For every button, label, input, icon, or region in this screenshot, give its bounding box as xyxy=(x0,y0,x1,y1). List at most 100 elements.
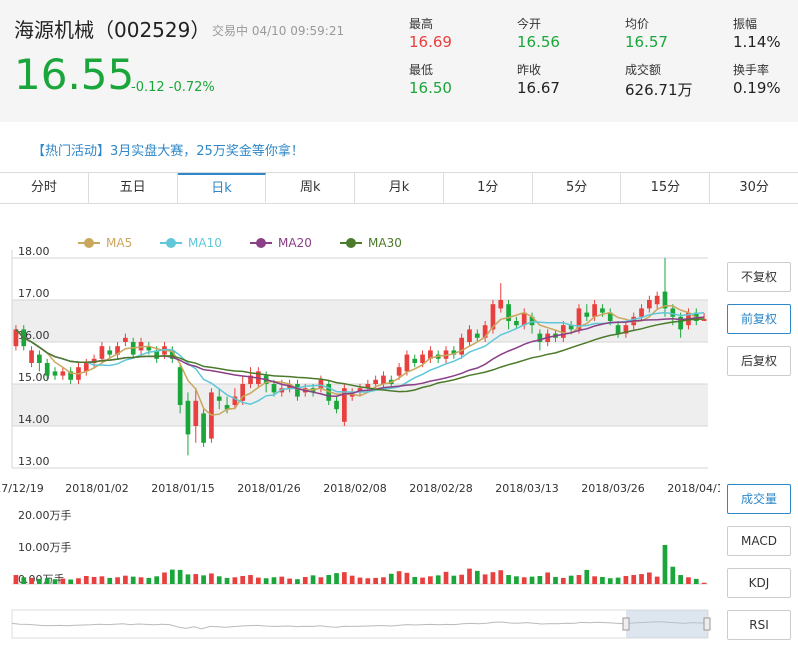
stat-item: 振幅 1.14% xyxy=(733,15,781,51)
volume-bar xyxy=(240,576,246,584)
stat-item: 换手率 0.19% xyxy=(733,61,781,97)
candle-body xyxy=(482,325,488,338)
volume-bar xyxy=(521,577,527,584)
volume-bar xyxy=(99,576,105,584)
x-tick-label: 2017/12/19 xyxy=(0,482,44,495)
volume-bar xyxy=(318,577,324,584)
candle-body xyxy=(521,312,527,326)
y-tick-label: 18.00 xyxy=(18,245,50,258)
candle-body xyxy=(44,363,50,376)
tab-8[interactable]: 30分 xyxy=(739,180,769,195)
indicator-button-2[interactable]: KDJ xyxy=(727,568,791,598)
volume-bar xyxy=(428,576,433,584)
volume-bar xyxy=(326,575,332,584)
candle-body xyxy=(146,346,152,351)
tab-7[interactable]: 15分 xyxy=(621,173,711,203)
candle-body xyxy=(37,354,42,363)
candle-body xyxy=(396,367,402,376)
adjust-button-0[interactable]: 不复权 xyxy=(727,262,791,292)
candle-body xyxy=(373,379,378,384)
volume-bar xyxy=(545,572,551,584)
volume-bar xyxy=(686,577,691,584)
candle-body xyxy=(615,325,621,334)
x-tick-label: 2018/03/13 xyxy=(495,482,558,495)
volume-bar xyxy=(404,572,410,584)
volume-bar xyxy=(263,578,269,584)
volume-bar xyxy=(342,572,347,584)
candle-body xyxy=(459,337,465,355)
grid-band xyxy=(12,300,708,342)
chart-period-tabs: 分时 五日 日k 周k 月k 1分 5分 15分 30分 xyxy=(0,172,798,204)
volume-bar xyxy=(146,577,152,584)
candle-body xyxy=(185,400,191,435)
stat-item: 最高 16.69 xyxy=(409,15,452,51)
tab-5[interactable]: 1分 xyxy=(444,173,533,203)
volume-bar xyxy=(185,574,191,584)
y-tick-label: 14.00 xyxy=(18,413,50,426)
candle-body xyxy=(506,304,511,321)
stat-value: 16.67 xyxy=(517,79,560,97)
volume-bar xyxy=(537,576,543,584)
legend-marker xyxy=(166,238,176,248)
ma30-line xyxy=(15,318,705,393)
candle-body xyxy=(623,325,629,334)
volume-bar xyxy=(279,576,285,584)
volume-bar xyxy=(216,576,222,584)
volume-bar xyxy=(13,575,19,584)
candle-body xyxy=(451,350,457,355)
adjust-button-2[interactable]: 后复权 xyxy=(727,346,791,376)
indicator-button-0[interactable]: 成交量 xyxy=(727,484,791,514)
volume-bar xyxy=(576,575,582,584)
candle-body xyxy=(443,350,449,359)
volume-bar xyxy=(412,576,418,584)
volume-bar xyxy=(209,573,214,584)
volume-tick-label: 10.00万手 xyxy=(18,540,72,554)
candle-body xyxy=(404,354,410,372)
y-tick-label: 15.00 xyxy=(18,371,50,384)
volume-bar xyxy=(83,576,89,584)
navigator-handle-left xyxy=(622,617,630,631)
legend-label: MA20 xyxy=(278,236,312,250)
candle-body xyxy=(248,375,253,384)
candle-body xyxy=(420,354,425,363)
trade-status: 交易中 04/10 09:59:21 xyxy=(212,24,345,38)
volume-bar xyxy=(295,579,300,584)
tab-2[interactable]: 日k xyxy=(177,173,267,203)
volume-bar xyxy=(654,576,660,584)
stat-label: 最低 xyxy=(409,63,434,77)
candle-body xyxy=(201,413,206,443)
tab-3[interactable]: 周k xyxy=(266,173,356,203)
x-tick-label: 2018/02/28 xyxy=(409,482,472,495)
volume-bar xyxy=(592,576,597,584)
tab-4[interactable]: 月k xyxy=(355,173,444,203)
volume-bar xyxy=(255,577,261,584)
candle-body xyxy=(514,321,519,326)
adjust-button-1[interactable]: 前复权 xyxy=(727,304,791,334)
promo-link[interactable]: 【热门活动】3月实盘大赛，25万奖金等你拿！ xyxy=(32,144,304,159)
tab-0[interactable]: 分时 xyxy=(0,173,89,203)
indicator-button-1[interactable]: MACD xyxy=(727,526,791,556)
volume-bar xyxy=(349,575,355,584)
volume-bar xyxy=(693,578,699,584)
volume-bar xyxy=(177,569,183,584)
tab-1[interactable]: 五日 xyxy=(89,173,178,203)
tab-6[interactable]: 5分 xyxy=(533,173,622,203)
volume-bar xyxy=(21,577,27,584)
indicator-button-3[interactable]: RSI xyxy=(727,610,791,640)
volume-bar xyxy=(381,577,386,584)
candle-body xyxy=(678,316,683,330)
legend-label: MA30 xyxy=(368,236,402,250)
stat-item: 最低 16.50 xyxy=(409,61,452,97)
candle-body xyxy=(647,300,652,309)
y-tick-label: 13.00 xyxy=(18,455,50,468)
candle-body xyxy=(537,333,543,342)
stat-label: 振幅 xyxy=(733,17,758,31)
volume-bar xyxy=(553,576,558,584)
volume-bar xyxy=(334,573,339,584)
candle-body xyxy=(68,371,73,380)
volume-bar xyxy=(44,578,50,584)
candle-body xyxy=(99,346,105,359)
stat-value: 0.19% xyxy=(733,79,781,97)
volume-bar xyxy=(357,577,363,584)
x-tick-label: 2018/03/26 xyxy=(581,482,644,495)
